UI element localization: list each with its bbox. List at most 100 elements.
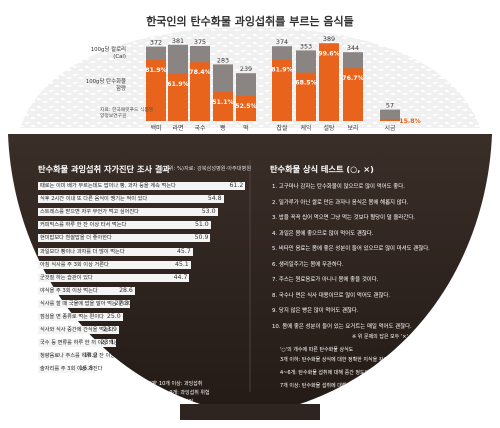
kcal-label: 372 (150, 39, 162, 47)
survey-bar (38, 260, 191, 269)
survey-value: 23.9 (103, 326, 117, 334)
survey-footnote: ※여러분도 체크해 보세요. (96, 381, 151, 387)
survey-row: 야식을 주 3회 이상 먹는다 28.6 (0, 286, 260, 296)
carb-label: 51.1% (212, 99, 233, 106)
quiz-title-text: 탄수화물 상식 테스트 (270, 164, 344, 174)
survey-row: 청량음료나 주스를 하루 한 잔 이상 마신다 18.2 (0, 351, 260, 361)
kcal-label: 57 (386, 102, 394, 110)
survey-row: 스트레스를 받으면 자꾸 무언가 먹고 싶어진다 53.0 (0, 207, 260, 217)
survey-label: 아침 식사를 주 3회 이상 거른다 (40, 261, 109, 268)
survey-bar (38, 208, 218, 217)
survey-label: 스트레스를 받으면 자꾸 무언가 먹고 싶어진다 (40, 209, 139, 216)
survey-bar (38, 339, 117, 348)
survey-value: 53.0 (201, 208, 216, 216)
survey-unit: (단위: %) (162, 166, 184, 172)
survey-bar (38, 365, 95, 374)
kcal-label: 353 (300, 42, 312, 50)
carb-label: 78.4% (189, 69, 210, 76)
bar-group: 372 81.9% 백미 (145, 39, 166, 132)
carb-bar (296, 72, 316, 121)
carb-bar (272, 59, 292, 121)
carb-bar (236, 95, 256, 121)
survey-scale-1: '예' 10개 이상: 과잉섭취 (150, 381, 203, 387)
quiz-title: 탄수화물 상식 테스트 (○, ×) (270, 163, 374, 175)
category-label: 케익 (300, 124, 311, 132)
category-label: 보리 (347, 124, 358, 132)
carb-bar (319, 43, 339, 121)
survey-label: 점심을 면 종류로 먹는 편이다 (40, 314, 104, 320)
kcal-label: 381 (172, 37, 184, 45)
survey-row: 과일보다 빵이나 과자를 더 많이 먹는다 45.7 (0, 247, 260, 257)
survey-bar (38, 313, 123, 321)
survey-scale-2: 5~9개: 과잉섭취 위험 (162, 390, 210, 396)
survey-label: 과일보다 빵이나 과자를 더 많이 먹는다 (40, 248, 125, 255)
quiz-item: 1. 고구마나 감자는 탄수화물이 많으므로 많이 먹어도 좋다. (272, 184, 405, 190)
survey-bar (38, 182, 246, 190)
survey-row: 군것질 하는 습관이 있다 44.7 (0, 273, 260, 283)
category-label: 빵 (220, 124, 226, 132)
kcal-label: 344 (347, 44, 359, 52)
legend-carb: 100g당 탄수화물 함량 (85, 79, 126, 92)
quiz-score-title: '○'의 개수에 따른 탄수화물 상식도 (280, 347, 354, 353)
quiz-answer-note: ※ 위 문제의 답은 모두 '×' (352, 334, 408, 340)
survey-label: 식사를 할 때 국물에 밥을 말아 먹는 편이다 (40, 300, 133, 307)
headline: 한국인의 탄수화물 과잉섭취를 부르는 음식들 (146, 15, 354, 28)
survey-value: 23.1 (100, 339, 115, 347)
quiz-title-mark: (○, ×) (346, 164, 374, 174)
survey-value: 27.3 (114, 299, 129, 307)
survey-row: 식사와 식사 중간에 간식을 먹는다 23.9 (0, 325, 260, 335)
survey-label: 식사와 식사 중간에 간식을 먹는다 (40, 327, 114, 334)
quiz-item: 10. 몸에 좋은 성분이 들어 있는 요거트는 매일 먹어도 괜찮다. (272, 323, 412, 330)
carb-bar (168, 73, 188, 121)
survey-bar (38, 286, 135, 295)
category-label: 국수 (194, 125, 206, 132)
quiz-item: 8. 국수나 면은 식사 대용이므로 많이 먹어도 괜찮다. (272, 292, 391, 299)
survey-bar (38, 299, 131, 308)
carb-label: 15.8% (399, 118, 420, 125)
carb-label: 99.6% (318, 51, 339, 58)
survey-row: 때로는 이미 배가 부르는데도 밥이나 빵, 과자 등을 계속 먹는다 61.2 (0, 181, 260, 191)
calorie-carb-bar-chart: 37281.9%백미38161.9%라면37578.4%국수28351.1%빵2… (145, 35, 421, 132)
kcal-bar (380, 109, 400, 121)
survey-label: 술자리를 주 3회 이상 가진다 (40, 366, 103, 373)
survey-value: 50.9 (194, 234, 209, 242)
survey-row: 현미밥보다 흰쌀밥을 더 좋아한다 50.9 (0, 233, 260, 243)
kcal-label: 239 (240, 65, 252, 73)
survey-bar (38, 352, 100, 361)
bar-group: 57 15.8%시금 (380, 102, 421, 132)
legend-kcal: 100g당 칼로리(Cal) (90, 47, 126, 60)
survey-label: 식후 2시간 이내 또 다른 음식이 땡기는 적이 있다 (40, 196, 148, 203)
survey-row: 커피믹스를 하루 한 잔 이상 타서 먹는다 51.0 (0, 220, 260, 230)
bar-group: 389 99.6% 설탕 (318, 35, 339, 132)
kcal-label: 283 (217, 56, 229, 64)
bar-group: 239 52.5% 떡 (235, 65, 256, 132)
survey-label: 군것질 하는 습관이 있다 (40, 274, 93, 281)
quiz-item: 7. 주스는 원료음료가 아니니 몸에 좋을 것이다. (272, 277, 379, 283)
carb-label: 52.5% (235, 103, 256, 110)
survey-value: 18.2 (83, 352, 98, 360)
quiz-item: 4. 과일은 몸에 좋으므로 많이 먹어도 괜찮다. (272, 230, 374, 237)
survey-value: 54.8 (207, 195, 222, 203)
carb-bar (380, 119, 400, 121)
survey-label: 국수 등 면류를 하루 한 끼 이상 먹는다 (40, 340, 124, 347)
quiz-item: 3. 밥을 꼭꼭 씹어 먹으면 그냥 먹는 것보다 혈당이 덜 올라간다. (272, 215, 416, 221)
survey-bar (38, 247, 193, 256)
survey-value: 45.1 (174, 260, 189, 268)
category-label: 설탕 (323, 124, 335, 132)
kcal-label: 375 (194, 38, 206, 46)
quiz-score-2: 4~6개: 탄수화물 섭취에 대해 중간 정도의 지식을 갖고 있다 (280, 370, 407, 376)
survey-row: 점심을 면 종류로 먹는 편이다 25.0 (0, 312, 260, 322)
carb-label: 61.9% (167, 81, 188, 88)
bar-group: 381 61.9% 라면 (167, 37, 188, 132)
survey-bar (38, 326, 119, 335)
carb-label: 81.9% (271, 67, 292, 74)
survey-source: 자료: 강북삼성병원·아주대병원 (184, 166, 252, 172)
survey-row: 식사를 할 때 국물에 밥을 말아 먹는 편이다 27.3 (0, 299, 260, 309)
survey-value: 25.0 (106, 313, 121, 320)
survey-value: 44.7 (173, 273, 188, 281)
survey-label: 현미밥보다 흰쌀밥을 더 좋아한다 (40, 235, 112, 242)
carb-label: 76.7% (342, 75, 363, 82)
carb-bar (190, 62, 210, 121)
survey-value: 45.7 (177, 247, 191, 255)
quiz-score-3: 7개 이상: 탄수화물 섭취에 대해 아주 잘못된 지식을 갖고 있다 (280, 383, 410, 389)
